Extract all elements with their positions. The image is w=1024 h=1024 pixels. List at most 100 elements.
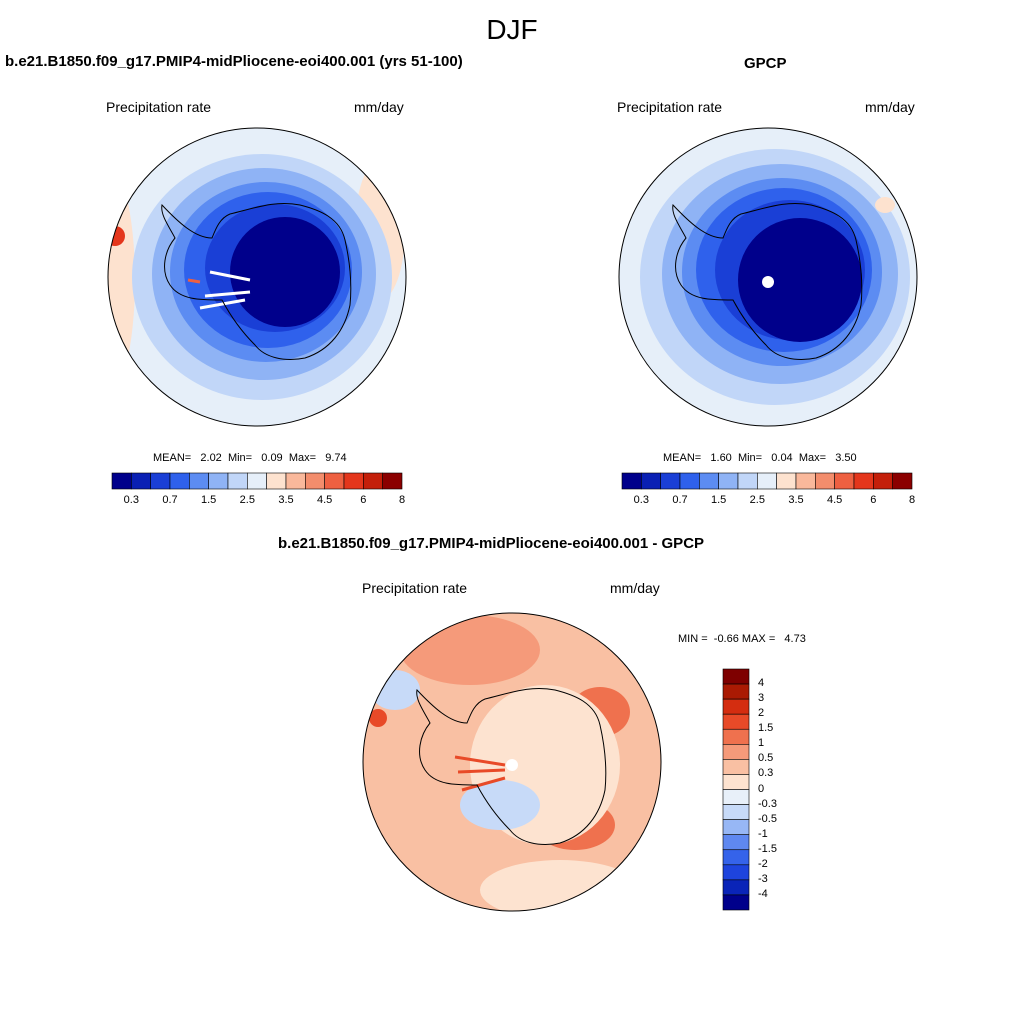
panel2-pole-hole bbox=[762, 276, 774, 288]
panel2-variable-label: Precipitation rate bbox=[617, 99, 723, 115]
colorbar-tick-label: 4.5 bbox=[317, 494, 333, 506]
colorbar-tick-label: -1.5 bbox=[758, 842, 777, 855]
panel3-map-border bbox=[362, 612, 662, 912]
figure-title: DJF bbox=[486, 14, 538, 45]
colorbar-tick-label: 4 bbox=[758, 677, 765, 690]
panel2-min-label: Min= bbox=[737, 452, 763, 464]
panel1-mean-label: MEAN= bbox=[153, 452, 192, 464]
colorbar-tick-label: -2 bbox=[758, 857, 768, 870]
panel1-mean-value: 2.02 bbox=[200, 452, 222, 464]
panel1-field-streaks bbox=[199, 270, 251, 310]
panel3-max-value: 4.73 bbox=[784, 633, 806, 645]
colorbar-swatch bbox=[722, 713, 750, 730]
panel2-colorbar-ticks: 0.3 0.7 1.5 2.5 3.5 4.5 6 8 bbox=[622, 494, 916, 508]
colorbar-tick-label: 1.5 bbox=[711, 494, 727, 506]
panel2-title: GPCP bbox=[744, 55, 787, 72]
panel2-stats: MEAN= 1.60 Min= 0.04 Max= 3.50 bbox=[663, 452, 857, 464]
colorbar-tick-label: 0.3 bbox=[633, 494, 649, 506]
colorbar-tick-label: -0.5 bbox=[758, 812, 777, 825]
colorbar-tick-label: -0.3 bbox=[758, 797, 777, 810]
colorbar-swatch bbox=[722, 759, 750, 775]
colorbar-swatch bbox=[722, 683, 750, 700]
panel3-stats: MIN = -0.66 MAX = 4.73 bbox=[678, 633, 806, 645]
panel1-field-red-streak bbox=[187, 278, 201, 284]
panel3-field-hotspot bbox=[369, 709, 387, 727]
panel1-colorbar-ticks: 0.3 0.7 1.5 2.5 3.5 4.5 6 8 bbox=[112, 494, 406, 508]
panel1-field-interior bbox=[230, 217, 340, 327]
colorbar-tick-label: 8 bbox=[908, 494, 916, 506]
colorbar-tick-label: 0 bbox=[758, 782, 765, 795]
panel1-stats: MEAN= 2.02 Min= 0.09 Max= 9.74 bbox=[153, 452, 347, 464]
panel1-max-value: 9.74 bbox=[325, 452, 347, 464]
panel1-min-value: 0.09 bbox=[261, 452, 283, 464]
colorbar-swatch bbox=[722, 834, 750, 851]
colorbar-swatch bbox=[722, 819, 750, 835]
panel3-min-value: -0.66 bbox=[713, 633, 739, 645]
colorbar-tick-label: 3.5 bbox=[278, 494, 294, 506]
panel3-min-label: MIN = bbox=[678, 633, 708, 645]
panel3-pole-hole bbox=[506, 759, 518, 771]
colorbar-tick-label: 2 bbox=[758, 707, 765, 720]
colorbar-tick-label: 1 bbox=[758, 737, 765, 750]
panel3-field-ross-negative bbox=[460, 780, 540, 830]
colorbar-swatch bbox=[722, 668, 750, 685]
panel3-field-west-negative bbox=[370, 670, 420, 710]
panel1-coastline bbox=[161, 202, 352, 360]
colorbar-swatch bbox=[722, 879, 750, 896]
colorbar-tick-label: 4.5 bbox=[827, 494, 843, 506]
panel3-colorbar-ticks: 4 3 2 1.5 1 0.5 0.3 0 -0.3 -0.5 -1 -1.5 -2 -3 -4 bbox=[758, 669, 798, 910]
panel2-units-label: mm/day bbox=[865, 99, 915, 115]
panel1-variable-label: Precipitation rate bbox=[106, 99, 212, 115]
panel1-max-label: Max= bbox=[288, 452, 317, 464]
colorbar-tick-label: 1.5 bbox=[758, 722, 774, 735]
colorbar-swatch bbox=[722, 728, 750, 745]
panel2-mean-label: MEAN= bbox=[663, 452, 702, 464]
panel2-field-interior bbox=[738, 218, 862, 342]
colorbar-tick-label: -4 bbox=[758, 887, 768, 900]
colorbar-swatch bbox=[722, 789, 750, 805]
panel1-min-label: Min= bbox=[227, 452, 253, 464]
colorbar-tick-label: 6 bbox=[360, 494, 367, 506]
colorbar-tick-label: 0.7 bbox=[162, 494, 178, 506]
colorbar-swatch bbox=[722, 774, 750, 790]
colorbar-swatch bbox=[382, 472, 403, 490]
panel1-colorbar bbox=[111, 472, 403, 490]
panel3-colorbar bbox=[722, 668, 750, 911]
panel3-variable-label: Precipitation rate bbox=[362, 580, 468, 596]
panel1-units-label: mm/day bbox=[354, 99, 404, 115]
panel2-map-border bbox=[618, 127, 918, 427]
panel2-max-value: 3.50 bbox=[835, 452, 857, 464]
panel1-map-border bbox=[107, 127, 407, 427]
panel3-field-streaks bbox=[454, 755, 506, 792]
colorbar-swatch bbox=[892, 472, 913, 490]
colorbar-swatch bbox=[722, 804, 750, 820]
colorbar-tick-label: 3.5 bbox=[788, 494, 804, 506]
colorbar-tick-label: 0.3 bbox=[758, 767, 774, 780]
panel2-colorbar bbox=[621, 472, 913, 490]
panel3-coastline bbox=[416, 687, 607, 845]
colorbar-tick-label: 8 bbox=[398, 494, 406, 506]
colorbar-tick-label: 3 bbox=[758, 692, 765, 705]
colorbar-swatch bbox=[722, 894, 750, 911]
colorbar-tick-label: 0.7 bbox=[672, 494, 688, 506]
colorbar-tick-label: 2.5 bbox=[239, 494, 255, 506]
colorbar-tick-label: 1.5 bbox=[201, 494, 217, 506]
colorbar-tick-label: 0.3 bbox=[123, 494, 139, 506]
colorbar-swatch bbox=[722, 698, 750, 715]
colorbar-tick-label: 0.5 bbox=[758, 752, 774, 765]
colorbar-swatch bbox=[722, 744, 750, 760]
colorbar-tick-label: -3 bbox=[758, 872, 768, 885]
panel2-min-value: 0.04 bbox=[771, 452, 793, 464]
panel1-title: b.e21.B1850.f09_g17.PMIP4-midPliocene-eo… bbox=[5, 53, 463, 70]
panel3-title: b.e21.B1850.f09_g17.PMIP4-midPliocene-eo… bbox=[278, 535, 705, 552]
colorbar-tick-label: 2.5 bbox=[749, 494, 765, 506]
panel2-field-east-patch bbox=[875, 197, 895, 213]
panel2-coastline bbox=[672, 202, 863, 360]
panel3-units-label: mm/day bbox=[610, 580, 660, 596]
panel3-max-label: MAX = bbox=[741, 633, 776, 645]
panel2-max-label: Max= bbox=[798, 452, 827, 464]
colorbar-tick-label: 6 bbox=[870, 494, 877, 506]
panel2-mean-value: 1.60 bbox=[710, 452, 732, 464]
